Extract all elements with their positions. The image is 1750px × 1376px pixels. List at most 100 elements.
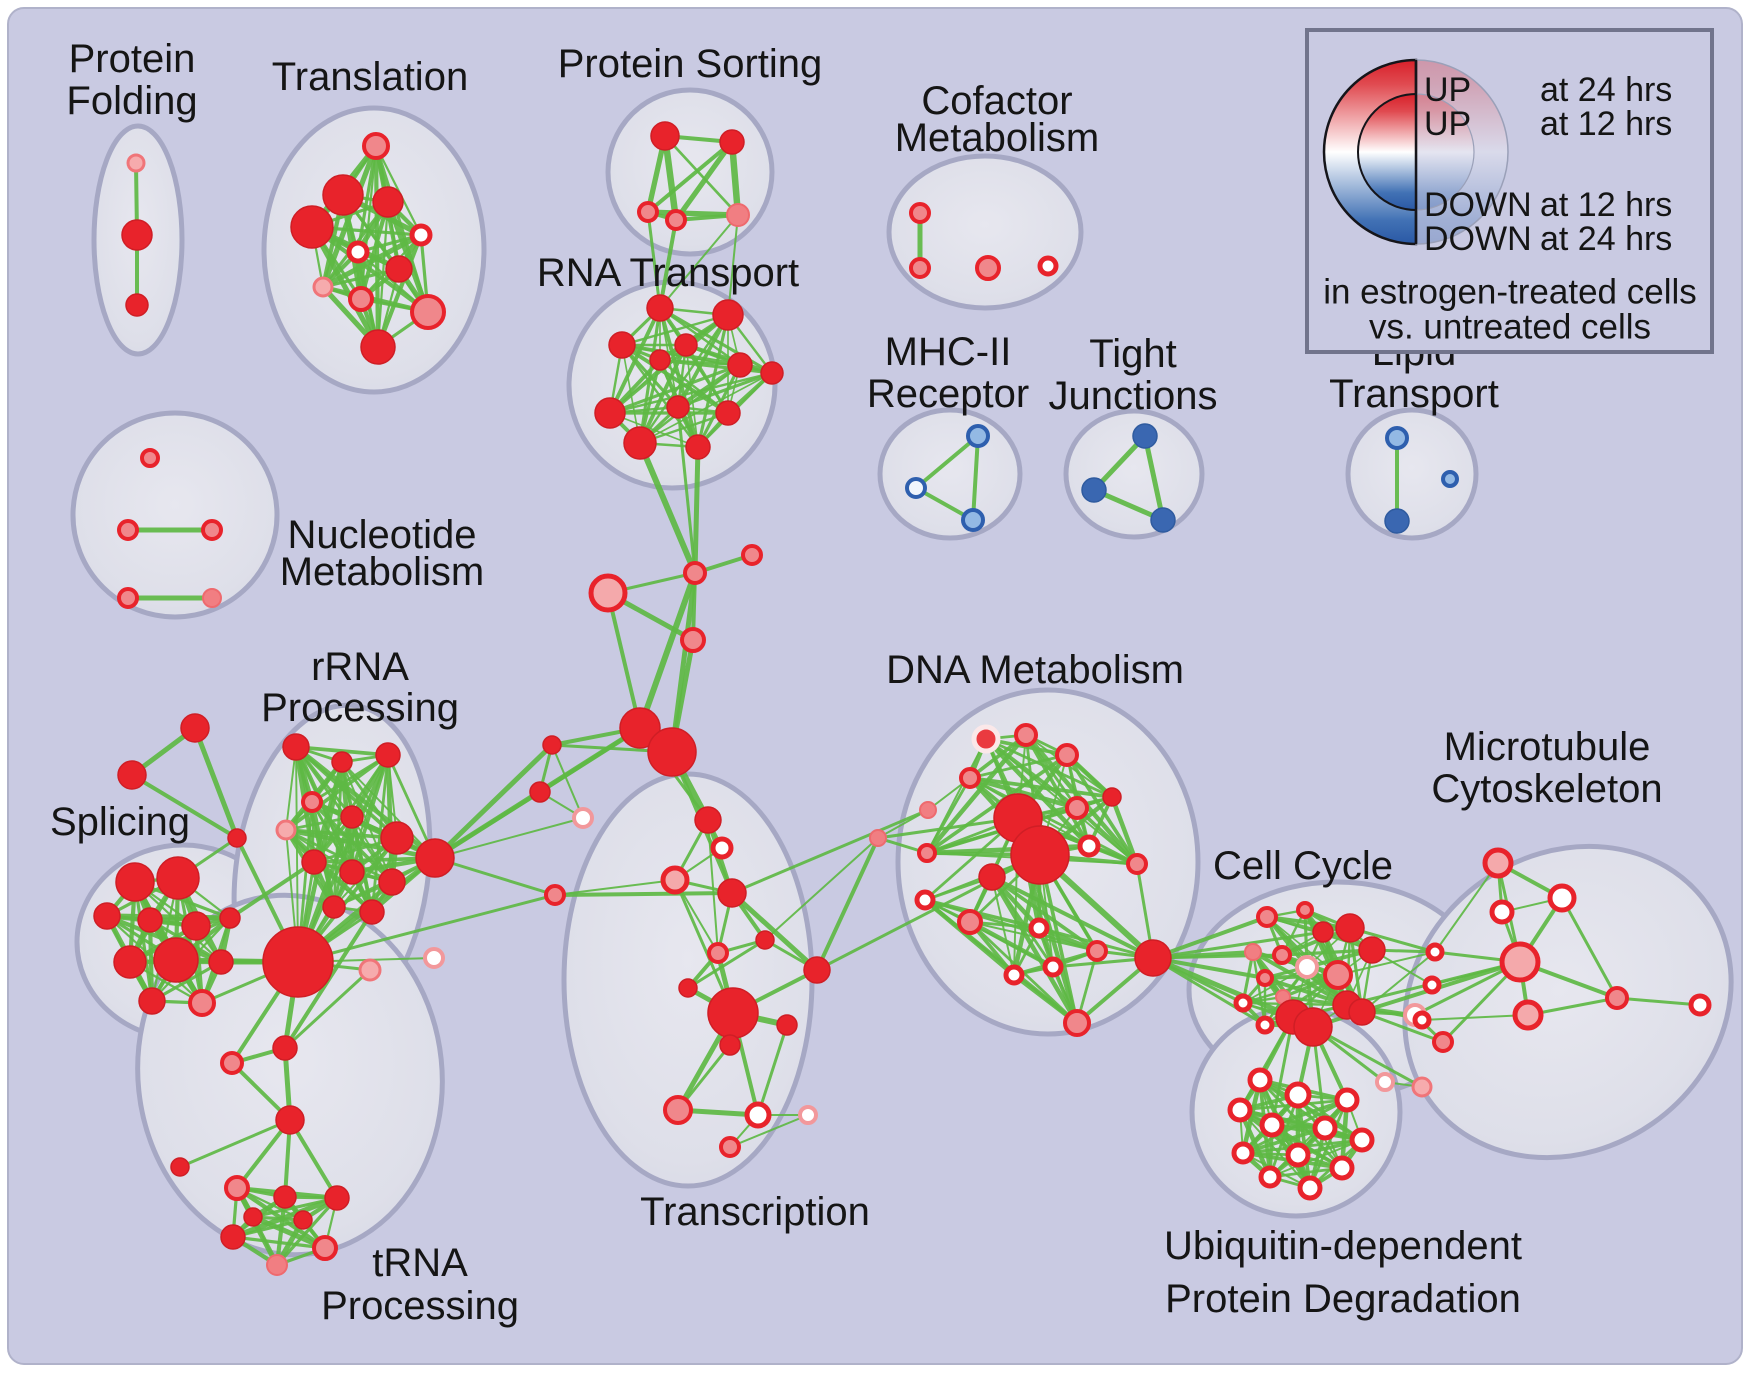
- network-node[interactable]: [647, 727, 697, 777]
- network-node[interactable]: [1512, 999, 1544, 1031]
- network-node[interactable]: [275, 1105, 305, 1135]
- network-node[interactable]: [1295, 955, 1319, 979]
- network-node[interactable]: [220, 1051, 244, 1075]
- network-node[interactable]: [1547, 883, 1577, 913]
- network-node[interactable]: [707, 987, 759, 1039]
- network-node[interactable]: [1256, 969, 1274, 987]
- network-node[interactable]: [665, 209, 687, 231]
- network-node[interactable]: [542, 735, 562, 755]
- network-node[interactable]: [685, 434, 711, 460]
- network-node[interactable]: [346, 240, 370, 264]
- network-node[interactable]: [93, 902, 121, 930]
- network-node[interactable]: [126, 153, 146, 173]
- network-node[interactable]: [1385, 426, 1409, 450]
- network-node[interactable]: [227, 828, 247, 848]
- network-node[interactable]: [961, 508, 985, 532]
- network-node[interactable]: [138, 987, 166, 1015]
- network-node[interactable]: [1293, 1007, 1333, 1047]
- network-node[interactable]: [201, 519, 223, 541]
- network-node[interactable]: [273, 1185, 297, 1209]
- network-node[interactable]: [1432, 1031, 1454, 1053]
- network-node[interactable]: [608, 331, 636, 359]
- network-node[interactable]: [262, 926, 334, 998]
- network-node[interactable]: [694, 806, 722, 834]
- network-node[interactable]: [741, 544, 763, 566]
- network-node[interactable]: [322, 174, 364, 216]
- network-node[interactable]: [409, 223, 433, 247]
- network-node[interactable]: [1247, 1067, 1273, 1093]
- network-node[interactable]: [957, 909, 983, 935]
- network-node[interactable]: [909, 257, 931, 279]
- network-node[interactable]: [1244, 943, 1262, 961]
- network-node[interactable]: [224, 1175, 250, 1201]
- network-node[interactable]: [359, 899, 385, 925]
- network-node[interactable]: [360, 329, 396, 365]
- network-node[interactable]: [117, 519, 139, 541]
- network-node[interactable]: [1323, 960, 1353, 990]
- network-node[interactable]: [115, 862, 155, 902]
- network-node[interactable]: [719, 1136, 741, 1158]
- network-node[interactable]: [322, 895, 346, 919]
- network-node[interactable]: [1233, 993, 1253, 1013]
- network-node[interactable]: [623, 426, 657, 460]
- network-node[interactable]: [1499, 941, 1541, 983]
- network-node[interactable]: [243, 1207, 263, 1227]
- network-node[interactable]: [423, 947, 445, 969]
- network-node[interactable]: [117, 587, 139, 609]
- network-node[interactable]: [1014, 723, 1038, 747]
- network-node[interactable]: [646, 294, 674, 322]
- network-node[interactable]: [331, 751, 353, 773]
- network-node[interactable]: [594, 397, 626, 429]
- network-node[interactable]: [674, 333, 698, 357]
- network-node[interactable]: [1042, 956, 1064, 978]
- network-node[interactable]: [324, 1185, 350, 1211]
- network-node[interactable]: [726, 203, 750, 227]
- network-node[interactable]: [1349, 1127, 1375, 1153]
- network-node[interactable]: [1055, 743, 1079, 767]
- network-node[interactable]: [170, 1157, 190, 1177]
- network-node[interactable]: [1688, 993, 1712, 1017]
- network-node[interactable]: [1329, 1155, 1355, 1181]
- network-node[interactable]: [1605, 986, 1629, 1010]
- network-node[interactable]: [385, 255, 413, 283]
- network-node[interactable]: [680, 627, 706, 653]
- network-node[interactable]: [1312, 921, 1334, 943]
- network-node[interactable]: [619, 707, 661, 749]
- network-node[interactable]: [156, 856, 200, 900]
- network-node[interactable]: [181, 911, 211, 941]
- network-node[interactable]: [219, 907, 241, 929]
- network-node[interactable]: [293, 1210, 313, 1230]
- network-node[interactable]: [380, 821, 414, 855]
- network-node[interactable]: [666, 395, 690, 419]
- network-node[interactable]: [869, 829, 887, 847]
- network-node[interactable]: [1028, 917, 1050, 939]
- network-node[interactable]: [362, 132, 390, 160]
- network-node[interactable]: [1348, 998, 1376, 1026]
- network-node[interactable]: [710, 836, 734, 860]
- network-node[interactable]: [760, 361, 784, 385]
- network-node[interactable]: [1284, 1081, 1312, 1109]
- network-node[interactable]: [140, 448, 160, 468]
- network-node[interactable]: [220, 1224, 246, 1250]
- network-node[interactable]: [1231, 1141, 1255, 1165]
- network-node[interactable]: [798, 1105, 818, 1125]
- network-node[interactable]: [312, 1235, 338, 1261]
- network-node[interactable]: [717, 878, 747, 908]
- network-node[interactable]: [1227, 1097, 1253, 1123]
- network-node[interactable]: [744, 1101, 772, 1129]
- network-node[interactable]: [1003, 964, 1025, 986]
- network-node[interactable]: [572, 807, 594, 829]
- network-node[interactable]: [683, 561, 707, 585]
- network-node[interactable]: [275, 819, 297, 841]
- network-node[interactable]: [544, 884, 566, 906]
- network-node[interactable]: [707, 942, 729, 964]
- network-node[interactable]: [719, 1034, 741, 1056]
- network-node[interactable]: [1259, 1112, 1285, 1138]
- network-node[interactable]: [914, 889, 936, 911]
- network-node[interactable]: [372, 186, 404, 218]
- network-node[interactable]: [637, 201, 659, 223]
- network-node[interactable]: [917, 843, 937, 863]
- network-node[interactable]: [117, 760, 147, 790]
- network-node[interactable]: [113, 945, 147, 979]
- network-node[interactable]: [312, 276, 334, 298]
